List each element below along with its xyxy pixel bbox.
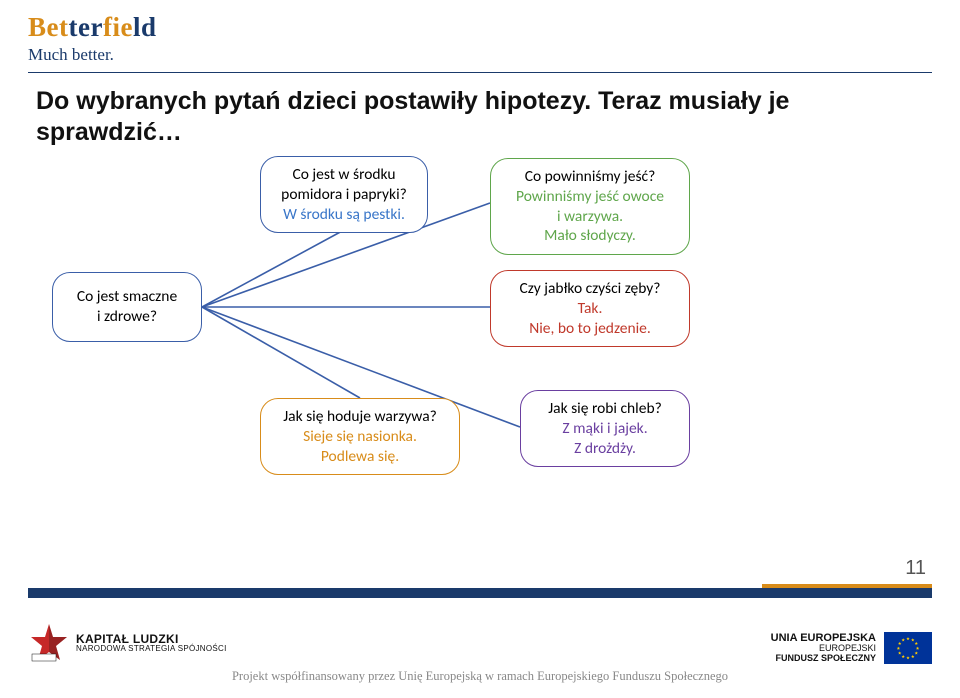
footer-band [28, 588, 932, 598]
node-jablko-question: Czy jabłko czyści zęby? [520, 279, 661, 299]
brand-logo: Betterfield Much better. [28, 12, 156, 65]
node-chleb-question: Jak się robi chleb? [548, 399, 662, 419]
kl-star-icon [28, 622, 70, 664]
kapital-ludzki-logo: KAPITAŁ LUDZKI NARODOWA STRATEGIA SPÓJNO… [28, 622, 227, 664]
node-pomidor: Co jest w środkupomidora i papryki?W śro… [260, 156, 428, 233]
node-jesc: Co powinniśmy jeść?Powinniśmy jeść owoce… [490, 158, 690, 255]
eu-line3: FUNDUSZ SPOŁECZNY [771, 654, 876, 664]
node-chleb: Jak się robi chleb?Z mąki i jajek.Z droż… [520, 390, 690, 467]
brand-wordmark: Betterfield [28, 12, 156, 43]
node-pomidor-question: Co jest w środkupomidora i papryki? [281, 165, 407, 205]
node-hoduje: Jak się hoduje warzywa?Sieje się nasionk… [260, 398, 460, 475]
eu-logo: UNIA EUROPEJSKA EUROPEJSKI FUNDUSZ SPOŁE… [771, 632, 932, 664]
node-hoduje-answer: Sieje się nasionka.Podlewa się. [303, 427, 417, 467]
node-jesc-question: Co powinniśmy jeść? [525, 167, 656, 187]
kl-subtitle: NARODOWA STRATEGIA SPÓJNOŚCI [76, 645, 227, 653]
node-jablko-answer: Tak.Nie, bo to jedzenie. [529, 299, 651, 339]
node-chleb-answer: Z mąki i jajek.Z drożdży. [562, 419, 647, 459]
eu-flag-icon [884, 632, 932, 664]
node-smaczne-question: Co jest smacznei zdrowe? [77, 287, 177, 327]
page-number: 11 [905, 557, 926, 580]
node-pomidor-answer: W środku są pestki. [283, 205, 405, 225]
node-jablko: Czy jabłko czyści zęby?Tak.Nie, bo to je… [490, 270, 690, 347]
header-rule [28, 72, 932, 73]
page-title: Do wybranych pytań dzieci postawiły hipo… [36, 86, 880, 149]
node-jesc-answer: Powinniśmy jeść owocei warzywa.Mało słod… [516, 187, 664, 246]
hypothesis-diagram: Co jest smacznei zdrowe? Co jest w środku… [0, 150, 960, 530]
footer-caption: Projekt współfinansowany przez Unię Euro… [28, 669, 932, 684]
footer: KAPITAŁ LUDZKI NARODOWA STRATEGIA SPÓJNO… [28, 606, 932, 686]
brand-tagline: Much better. [28, 45, 156, 65]
node-smaczne: Co jest smacznei zdrowe? [52, 272, 202, 342]
node-hoduje-question: Jak się hoduje warzywa? [283, 407, 437, 427]
